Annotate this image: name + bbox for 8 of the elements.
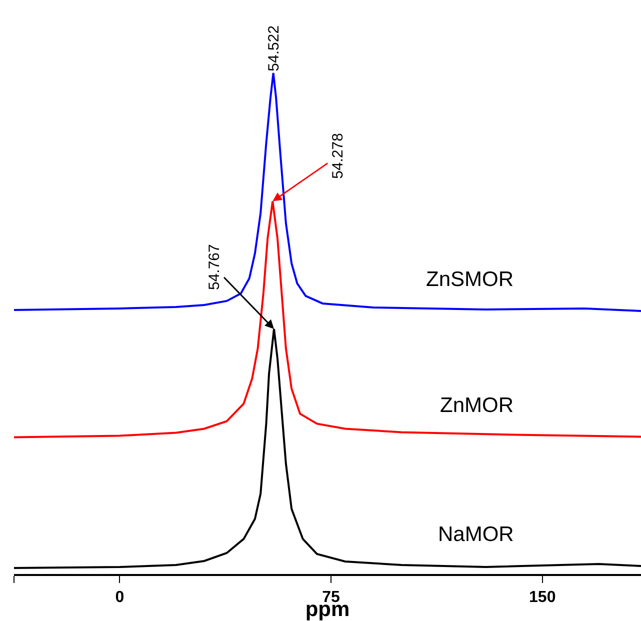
x-tick-label: 0 [115,588,124,606]
annotation: 54.522 [265,25,282,72]
series-label: ZnMOR [440,394,514,417]
annotation: 54.767 [206,244,223,290]
series-label: ZnSMOR [426,268,514,291]
x-tick-label: 150 [529,588,556,606]
series-label: NaMOR [438,523,514,546]
annotation: 54.278 [329,133,346,179]
